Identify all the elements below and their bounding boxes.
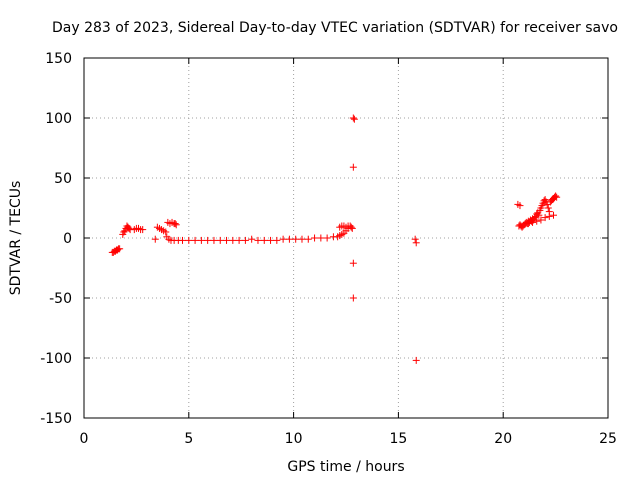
axis-ticks (83, 57, 609, 419)
x-tick-label: 5 (184, 431, 193, 447)
data-point (298, 235, 306, 243)
data-point (545, 212, 553, 220)
data-point (350, 115, 358, 123)
x-tick-label: 15 (389, 431, 407, 447)
data-point (229, 236, 237, 244)
y-tick-label: -100 (40, 351, 72, 367)
y-axis-label: SDTVAR / TECUs (8, 181, 24, 296)
data-point (349, 294, 357, 302)
data-point (349, 114, 357, 122)
data-point (210, 236, 218, 244)
y-tick-labels: -150 -100 -50 0 50 100 150 (40, 51, 72, 427)
data-point (162, 228, 170, 236)
y-tick-label: 0 (63, 231, 72, 247)
data-point (279, 235, 287, 243)
data-point (204, 236, 212, 244)
data-point (533, 217, 541, 225)
data-point (197, 236, 205, 244)
x-tick-label: 0 (80, 431, 89, 447)
x-tick-label: 10 (285, 431, 303, 447)
data-point (260, 236, 268, 244)
data-point (344, 222, 352, 230)
data-point (516, 202, 524, 210)
x-tick-labels: 0 5 10 15 20 25 (80, 431, 617, 447)
x-axis-label: GPS time / hours (287, 459, 404, 475)
data-point (285, 235, 293, 243)
data-point (323, 234, 331, 242)
data-point (292, 235, 300, 243)
data-point (524, 220, 532, 228)
data-point (120, 228, 128, 236)
data-point (550, 211, 558, 219)
data-point (172, 221, 180, 229)
data-point (191, 236, 199, 244)
data-point (248, 235, 256, 243)
data-point (254, 236, 262, 244)
data-point (171, 220, 179, 228)
data-point (529, 218, 537, 226)
data-point (552, 192, 560, 200)
data-point (412, 356, 420, 364)
data-point (267, 236, 275, 244)
grid-lines (84, 58, 608, 418)
x-tick-label: 20 (494, 431, 512, 447)
data-point (139, 226, 147, 234)
data-point (223, 236, 231, 244)
data-point (235, 236, 243, 244)
plot-frame (83, 57, 609, 419)
data-point (116, 245, 124, 253)
data-point (151, 235, 159, 243)
data-point (216, 236, 224, 244)
data-point (535, 211, 543, 219)
x-tick-label: 25 (599, 431, 617, 447)
data-point (179, 236, 187, 244)
data-point (553, 193, 561, 201)
data-point (317, 234, 325, 242)
y-tick-label: 100 (45, 111, 72, 127)
data-point (412, 239, 420, 247)
data-point (411, 235, 419, 243)
data-point (311, 234, 319, 242)
data-point (544, 204, 552, 212)
data-point (185, 236, 193, 244)
data-point (241, 236, 249, 244)
y-tick-label: 150 (45, 51, 72, 67)
data-point (304, 235, 312, 243)
data-point (273, 236, 281, 244)
chart-title: Day 283 of 2023, Sidereal Day-to-day VTE… (52, 20, 618, 36)
data-point (349, 163, 357, 171)
data-point (537, 216, 545, 224)
y-tick-label: -150 (40, 411, 72, 427)
data-point (531, 214, 539, 222)
data-point (541, 214, 549, 222)
y-tick-label: 50 (54, 171, 72, 187)
data-point (348, 224, 356, 232)
y-tick-label: -50 (49, 291, 72, 307)
data-points (108, 114, 561, 364)
data-point (349, 259, 357, 267)
data-point (125, 224, 133, 232)
